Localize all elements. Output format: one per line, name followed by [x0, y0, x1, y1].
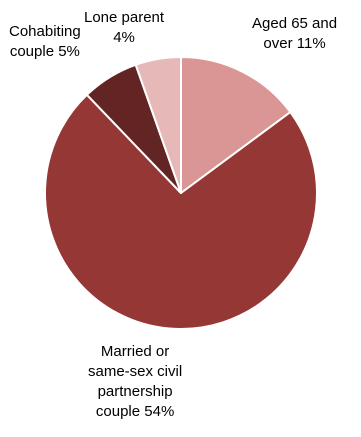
slice-label-married: Married or same-sex civil partnership co… [88, 342, 182, 422]
label-line: same-sex civil [88, 363, 183, 380]
label-line: Cohabiting [9, 23, 81, 40]
label-line: partnership [97, 383, 173, 400]
label-line: 4% [113, 29, 135, 46]
slice-label-cohabiting: Cohabiting couple 5% [9, 22, 81, 62]
slice-label-lone-parent: Lone parent 4% [84, 8, 164, 48]
label-line: Married or [100, 343, 170, 360]
label-line: couple 5% [9, 43, 80, 60]
slice-aged-65 [180, 56, 292, 194]
slice-label-aged-65: Aged 65 and over 11% [252, 14, 337, 54]
slice-lone-parent [134, 56, 182, 194]
label-line: Aged 65 and [252, 15, 338, 32]
label-line: Lone parent [84, 9, 165, 26]
label-line: couple 54% [95, 403, 175, 420]
slice-married [44, 93, 318, 330]
label-line: over 11% [263, 35, 326, 52]
